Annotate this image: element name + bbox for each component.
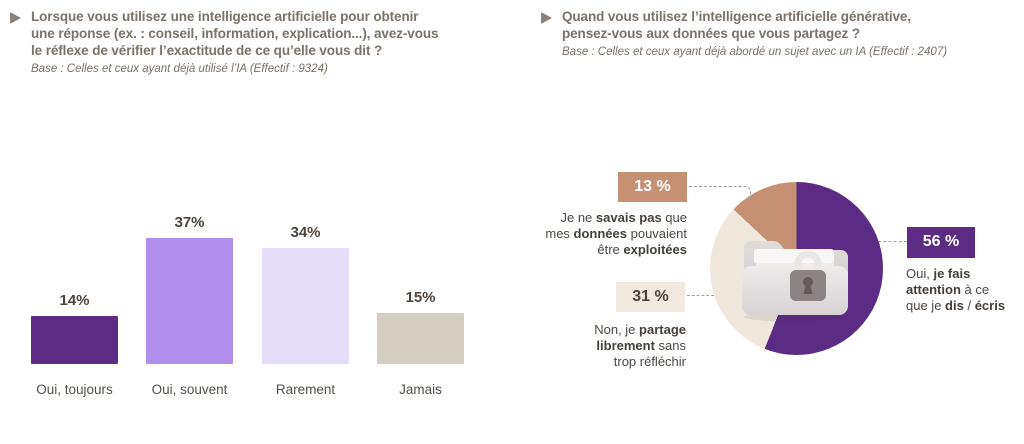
left-question-title: Lorsque vous utilisez une intelligence a… xyxy=(31,9,439,58)
bar-oui-souvent xyxy=(146,238,233,364)
bar-jamais xyxy=(377,313,464,364)
bar-value-label: 15% xyxy=(405,289,436,306)
bar-value-label: 34% xyxy=(290,224,321,241)
connector-line-31 xyxy=(687,295,714,296)
locked-folder-icon xyxy=(742,240,848,322)
pie-badge-13-percent: 13 % xyxy=(618,172,687,202)
bar-category-label: Oui, souvent xyxy=(151,382,228,397)
bar-rarement xyxy=(262,248,349,364)
right-question-title: Quand vous utilisez l’intelligence artif… xyxy=(562,9,911,41)
right-base-note: Base : Celles et ceux ayant déjà abordé … xyxy=(562,46,948,58)
pie-slice-label-56: Oui, je fais attention à ce que je dis /… xyxy=(906,266,1006,313)
pie-badge-31-percent: 31 % xyxy=(616,282,685,312)
bar-oui-toujours xyxy=(31,316,118,364)
bar-category-label: Oui, toujours xyxy=(36,382,113,397)
connector-line-56 xyxy=(878,241,907,242)
pie-badge-56-percent: 56 % xyxy=(907,227,975,258)
pie-slice-label-13: Je ne savais pas que mes données pouvaie… xyxy=(545,210,687,257)
bar-value-label: 37% xyxy=(174,214,205,231)
bar-category-label: Rarement xyxy=(275,382,336,397)
bar-category-label: Jamais xyxy=(399,382,442,397)
question-bullet-icon xyxy=(10,12,21,24)
pie-slice-label-31: Non, je partage librement sans trop réfl… xyxy=(594,322,686,369)
bar-value-label: 14% xyxy=(59,292,90,309)
connector-line-13 xyxy=(689,186,751,200)
question-bullet-icon xyxy=(541,12,552,24)
left-base-note: Base : Celles et ceux ayant déjà utilisé… xyxy=(31,63,328,75)
